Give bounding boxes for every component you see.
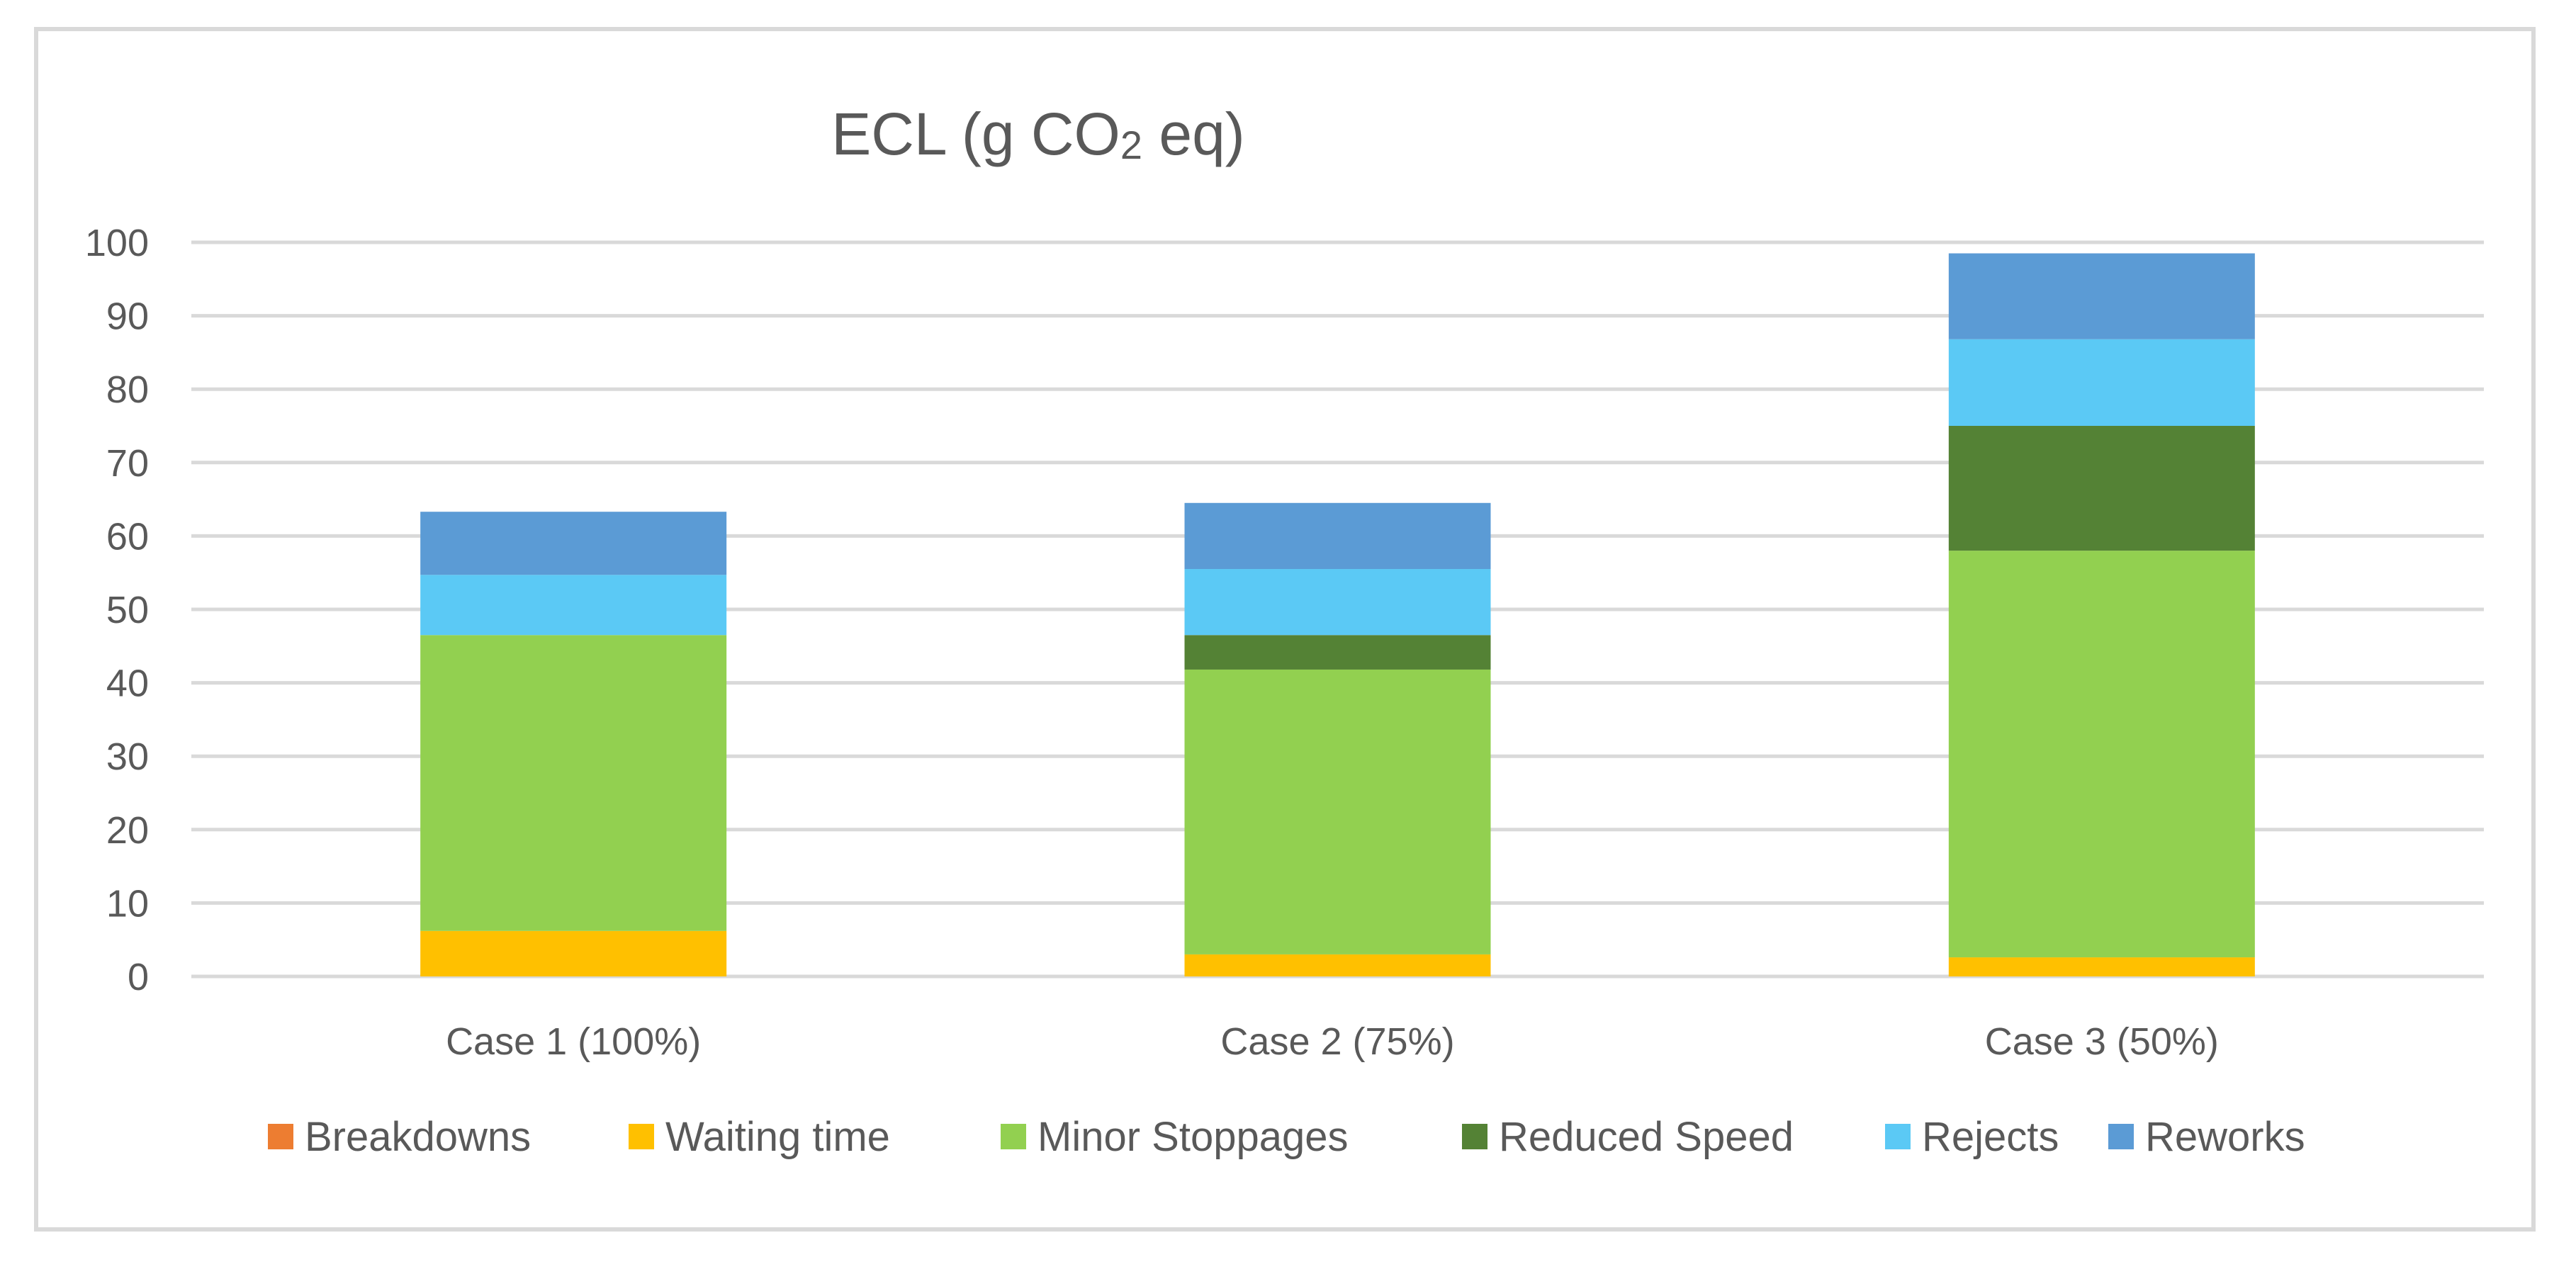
y-tick-label: 50 [106, 589, 149, 631]
legend-label: Minor Stoppages [1037, 1114, 1348, 1160]
bar-segment-minor-stoppages [1184, 669, 1491, 954]
legend-label: Waiting time [665, 1114, 890, 1160]
legend-swatch [1001, 1124, 1026, 1149]
y-tick-label: 70 [106, 442, 149, 485]
bar-segment-reworks [1948, 253, 2255, 339]
bar-segment-minor-stoppages [420, 635, 727, 931]
legend-swatch [629, 1124, 654, 1149]
bars [420, 253, 2255, 976]
y-tick-label: 20 [106, 809, 149, 852]
chart-title-subscript: 2 [1120, 123, 1142, 167]
bar-segment-rejects [1948, 339, 2255, 426]
x-tick-label: Case 1 (100%) [446, 1020, 701, 1063]
bar-segment-waiting-time [1184, 954, 1491, 976]
legend-label: Reduced Speed [1499, 1114, 1794, 1160]
y-axis-ticks: 0 10 20 30 40 50 60 70 80 90 100 [85, 222, 149, 998]
y-tick-label: 90 [106, 295, 149, 338]
chart-title-tail: eq) [1142, 101, 1245, 167]
y-tick-label: 40 [106, 663, 149, 705]
x-tick-label: Case 2 (75%) [1220, 1020, 1454, 1063]
y-tick-label: 80 [106, 368, 149, 411]
y-tick-label: 30 [106, 736, 149, 778]
y-tick-label: 60 [106, 515, 149, 558]
bar-segment-waiting-time [420, 930, 727, 976]
y-tick-label: 10 [106, 882, 149, 925]
bar-segment-reworks [1184, 502, 1491, 570]
bar-segment-rejects [420, 575, 727, 636]
bar-segment-waiting-time [1948, 957, 2255, 976]
bar-segment-rejects [1184, 569, 1491, 636]
x-tick-label: Case 3 (50%) [1985, 1020, 2219, 1063]
legend-swatch [1885, 1124, 1911, 1149]
bar-segment-reduced-speed [1948, 426, 2255, 551]
x-axis-ticks: Case 1 (100%) Case 2 (75%) Case 3 (50%) [446, 1020, 2219, 1063]
legend-swatch [1462, 1124, 1487, 1149]
legend: Breakdowns Waiting time Minor Stoppages Red… [268, 1114, 2305, 1160]
y-tick-label: 100 [85, 222, 149, 264]
chart-title-main: ECL (g CO [831, 101, 1120, 167]
bar-segment-reworks [420, 512, 727, 575]
legend-label: Reworks [2145, 1114, 2305, 1160]
legend-swatch [268, 1124, 293, 1149]
y-tick-label: 0 [128, 956, 149, 998]
bar-segment-minor-stoppages [1948, 551, 2255, 958]
bar-segment-reduced-speed [1184, 635, 1491, 670]
legend-swatch [2108, 1124, 2134, 1149]
legend-label: Breakdowns [305, 1114, 531, 1160]
legend-label: Rejects [1922, 1114, 2059, 1160]
chart-title: ECL (g CO2 eq) [831, 101, 1245, 167]
